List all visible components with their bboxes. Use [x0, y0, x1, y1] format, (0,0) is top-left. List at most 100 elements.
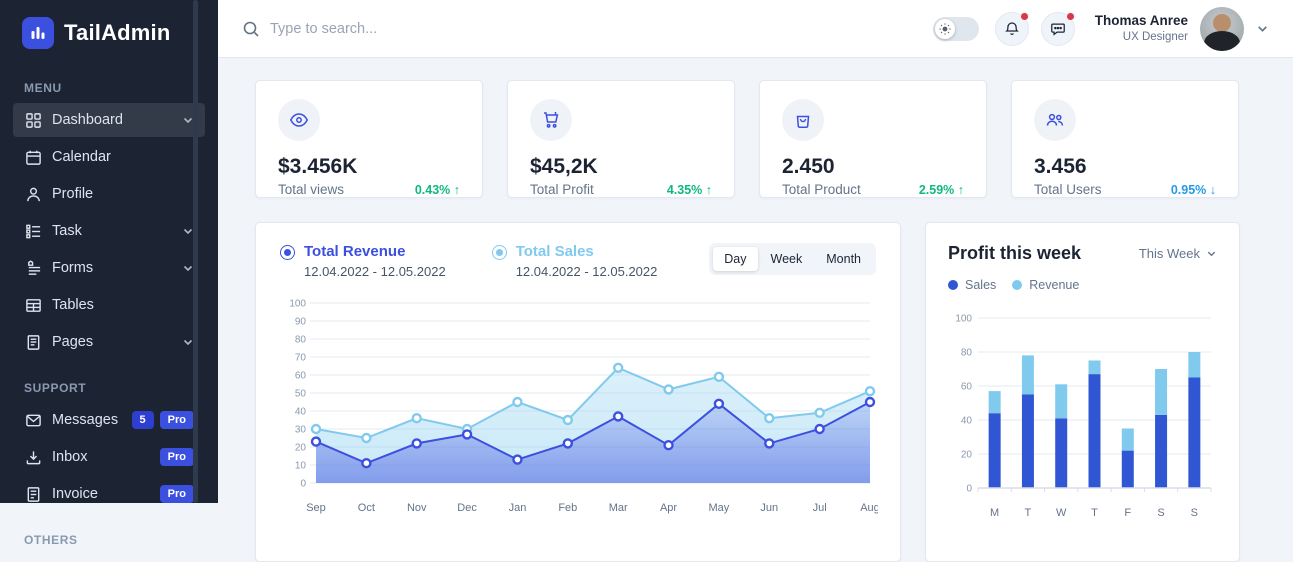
- svg-text:Jun: Jun: [760, 502, 778, 514]
- stat-delta: 2.59% ↑: [919, 183, 964, 197]
- series-name: Total Revenue: [304, 243, 446, 261]
- main-content: $3.456K Total views 0.43% ↑ $45,2K Total…: [218, 58, 1293, 503]
- period-day-button[interactable]: Day: [713, 247, 757, 271]
- svg-text:10: 10: [295, 461, 307, 472]
- chevron-down-icon: [1256, 22, 1269, 35]
- svg-text:50: 50: [295, 389, 307, 400]
- others-section-label: OTHERS: [24, 533, 218, 547]
- svg-text:Apr: Apr: [660, 502, 677, 514]
- stat-label: Total Users: [1034, 182, 1102, 197]
- svg-text:40: 40: [961, 416, 973, 427]
- top-header: Thomas Anree UX Designer: [218, 0, 1293, 58]
- sidebar-item-invoice[interactable]: Invoice Pro: [13, 477, 205, 511]
- period-selector: Day Week Month: [709, 243, 876, 275]
- message-dot: [1066, 12, 1075, 21]
- user-menu[interactable]: Thomas Anree UX Designer: [1095, 7, 1269, 51]
- bag-icon: [782, 99, 824, 141]
- sidebar-item-dashboard[interactable]: Dashboard: [13, 103, 205, 137]
- legend-item-sales: Sales: [948, 278, 996, 292]
- sidebar-item-profile[interactable]: Profile: [13, 177, 205, 211]
- inbox-icon: [24, 448, 42, 466]
- profit-card-title: Profit this week: [948, 243, 1081, 264]
- week-select-dropdown[interactable]: This Week: [1139, 246, 1217, 261]
- sidebar-item-task[interactable]: Task: [13, 214, 205, 248]
- stat-label: Total views: [278, 182, 344, 197]
- svg-text:Oct: Oct: [358, 502, 375, 514]
- svg-text:60: 60: [961, 382, 973, 393]
- taildamin-logo-icon: [22, 17, 54, 49]
- user-role: UX Designer: [1095, 30, 1188, 44]
- stat-delta: 0.43% ↑: [415, 183, 460, 197]
- stat-value: 3.456: [1034, 155, 1216, 179]
- bar-chart-legend: Sales Revenue: [948, 278, 1217, 292]
- notifications-button[interactable]: [995, 12, 1029, 46]
- svg-text:30: 30: [295, 425, 307, 436]
- sidebar-item-tables[interactable]: Tables: [13, 288, 205, 322]
- svg-text:Mar: Mar: [609, 502, 628, 514]
- envelope-icon: [24, 411, 42, 429]
- svg-text:60: 60: [295, 371, 307, 382]
- sidebar-item-label: Dashboard: [52, 112, 123, 128]
- dropdown-value: This Week: [1139, 246, 1200, 261]
- svg-text:100: 100: [289, 299, 306, 310]
- period-month-button[interactable]: Month: [815, 247, 872, 271]
- menu-nav: Dashboard Calendar Profile Task Forms Ta…: [0, 103, 218, 359]
- chevron-down-icon: [1206, 248, 1217, 259]
- bell-icon: [1004, 21, 1020, 37]
- sidebar-item-label: Pages: [52, 334, 93, 350]
- sidebar-item-calendar[interactable]: Calendar: [13, 140, 205, 174]
- users-icon: [1034, 99, 1076, 141]
- charts-row: Total Revenue 12.04.2022 - 12.05.2022 To…: [255, 222, 1240, 562]
- svg-text:70: 70: [295, 353, 307, 364]
- svg-text:S: S: [1157, 507, 1164, 519]
- sidebar-item-inbox[interactable]: Inbox Pro: [13, 440, 205, 474]
- support-nav: Messages 5 Pro Inbox Pro Invoice Pro: [0, 403, 218, 511]
- total-sales-key: Total Sales 12.04.2022 - 12.05.2022: [492, 243, 658, 279]
- messages-count-badge: 5: [132, 411, 154, 429]
- sidebar-scrollbar[interactable]: [193, 0, 198, 503]
- search-icon[interactable]: [242, 20, 260, 38]
- forms-icon: [24, 259, 42, 277]
- dark-mode-toggle[interactable]: [933, 17, 979, 41]
- svg-text:Dec: Dec: [457, 502, 477, 514]
- pages-icon: [24, 333, 42, 351]
- sidebar-item-label: Profile: [52, 186, 93, 202]
- messages-button[interactable]: [1041, 12, 1075, 46]
- sidebar-item-pages[interactable]: Pages: [13, 325, 205, 359]
- sidebar-item-messages[interactable]: Messages 5 Pro: [13, 403, 205, 437]
- sidebar-item-label: Tables: [52, 297, 94, 313]
- svg-text:0: 0: [300, 479, 306, 490]
- stat-label: Total Product: [782, 182, 861, 197]
- pro-badge: Pro: [160, 448, 194, 466]
- pro-badge: Pro: [160, 411, 194, 429]
- calendar-icon: [24, 148, 42, 166]
- stat-card-total-views: $3.456K Total views 0.43% ↑: [255, 80, 483, 198]
- stat-label: Total Profit: [530, 182, 594, 197]
- brand[interactable]: TailAdmin: [0, 0, 218, 59]
- stat-value: $45,2K: [530, 155, 712, 179]
- grid-icon: [24, 111, 42, 129]
- period-week-button[interactable]: Week: [760, 247, 814, 271]
- stat-delta: 0.95% ↓: [1171, 183, 1216, 197]
- svg-text:M: M: [990, 507, 999, 519]
- search-input[interactable]: [270, 21, 570, 37]
- svg-text:Feb: Feb: [558, 502, 577, 514]
- svg-text:W: W: [1056, 507, 1067, 519]
- series-name: Total Sales: [516, 243, 658, 261]
- svg-text:Aug: Aug: [860, 502, 878, 514]
- task-icon: [24, 222, 42, 240]
- radio-icon: [280, 245, 295, 260]
- legend-label: Sales: [965, 278, 996, 292]
- eye-icon: [278, 99, 320, 141]
- legend-item-revenue: Revenue: [1012, 278, 1079, 292]
- stat-delta: 4.35% ↑: [667, 183, 712, 197]
- stat-card-total-profit: $45,2K Total Profit 4.35% ↑: [507, 80, 735, 198]
- svg-text:Sep: Sep: [306, 502, 326, 514]
- svg-text:Jul: Jul: [813, 502, 827, 514]
- svg-text:Nov: Nov: [407, 502, 427, 514]
- sidebar-item-forms[interactable]: Forms: [13, 251, 205, 285]
